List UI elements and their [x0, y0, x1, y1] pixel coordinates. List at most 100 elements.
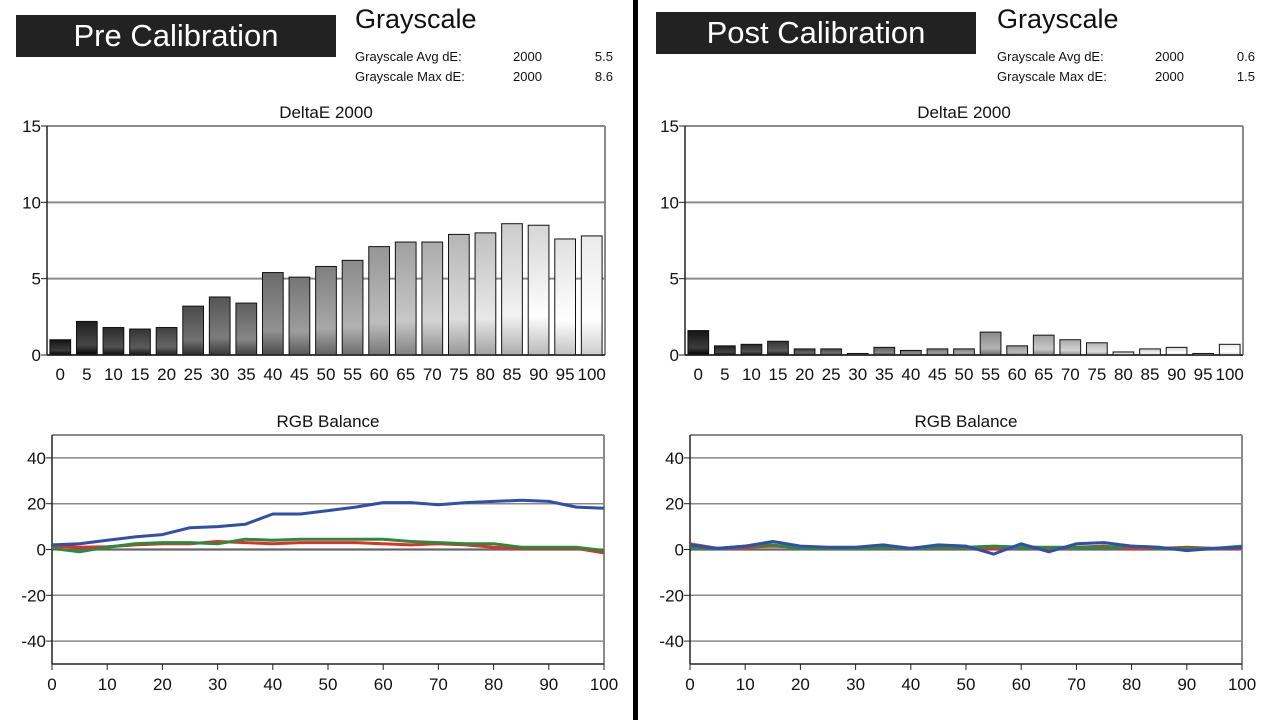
x-tick-label: 5: [82, 365, 91, 384]
bar: [368, 246, 391, 356]
bar: [1165, 346, 1188, 356]
pre-rgb-balance-chart: RGB Balance -40 -20 0 20 40 0 10 20 30 40 50 60 70 80 9…: [21, 412, 618, 694]
y-tick-label: 10: [22, 193, 41, 212]
x-tick-label: 30: [210, 365, 229, 384]
x-tick-label: 0: [56, 365, 65, 384]
panel-divider: [633, 0, 638, 720]
chart-title: DeltaE 2000: [279, 103, 373, 122]
bar: [421, 241, 444, 356]
bar: [767, 340, 789, 356]
x-tick-label: 55: [981, 365, 1000, 384]
pre-stat-row-max: Grayscale Max dE: 2000 8.6: [355, 67, 613, 87]
x-tick-label: 70: [1067, 675, 1086, 694]
y-tick-label: 0: [675, 541, 684, 560]
bar: [75, 320, 98, 356]
y-tick-label: 0: [37, 541, 46, 560]
x-tick-label: 100: [1228, 675, 1256, 694]
y-tick-label: 10: [660, 193, 679, 212]
x-tick-label: 35: [875, 365, 894, 384]
x-tick-label: 95: [1194, 365, 1213, 384]
bar: [447, 233, 470, 356]
x-tick-label: 30: [208, 675, 227, 694]
x-tick-label: 80: [476, 365, 495, 384]
bar: [341, 259, 364, 356]
stat-standard: 2000: [513, 69, 542, 84]
x-tick-label: 100: [1216, 365, 1244, 384]
x-tick-label: 60: [374, 675, 393, 694]
x-tick-label: 35: [237, 365, 256, 384]
x-tick-label: 15: [769, 365, 788, 384]
y-tick-label: 15: [660, 117, 679, 136]
y-tick-label: -40: [21, 632, 46, 651]
bar: [979, 331, 1002, 356]
x-tick-label: 20: [795, 365, 814, 384]
x-tick-label: 80: [1122, 675, 1141, 694]
x-tick-label: 100: [590, 675, 618, 694]
bar: [102, 327, 125, 356]
x-tick-label: 90: [1167, 365, 1186, 384]
bar: [129, 328, 151, 356]
chart-title: DeltaE 2000: [917, 103, 1011, 122]
x-tick-label: 90: [1177, 675, 1196, 694]
stat-label: Grayscale Avg dE:: [355, 49, 462, 64]
x-tick-label: 25: [184, 365, 203, 384]
x-tick-label: 85: [1141, 365, 1160, 384]
x-tick-label: 85: [503, 365, 522, 384]
y-tick-label: 5: [670, 270, 679, 289]
y-tick-label: -20: [659, 586, 684, 605]
y-tick-label: -20: [21, 586, 46, 605]
y-tick-label: 0: [670, 346, 679, 365]
pre-calibration-banner: Pre Calibration: [16, 15, 336, 57]
x-tick-label: 55: [343, 365, 362, 384]
bar: [926, 348, 949, 356]
x-tick-label: 60: [1012, 675, 1031, 694]
bar: [1059, 339, 1082, 356]
x-tick-label: 10: [98, 675, 117, 694]
x-tick-label: 75: [449, 365, 468, 384]
stat-value: 8.6: [594, 69, 613, 84]
bar: [740, 343, 763, 356]
x-tick-label: 20: [791, 675, 810, 694]
x-tick-label: 70: [1061, 365, 1080, 384]
stat-label: Grayscale Avg dE:: [997, 49, 1104, 64]
y-tick-label: 40: [27, 449, 46, 468]
bar: [49, 339, 72, 356]
stat-value: 5.5: [594, 49, 613, 64]
bar: [820, 348, 843, 356]
x-tick-label: 40: [901, 675, 920, 694]
bar: [873, 346, 896, 356]
x-tick-label: 100: [578, 365, 606, 384]
series-line-blue: [689, 540, 1243, 556]
y-tick-label: -40: [659, 632, 684, 651]
x-tick-label: 40: [263, 675, 282, 694]
x-tick-label: 80: [484, 675, 503, 694]
stat-standard: 2000: [1155, 69, 1184, 84]
x-tick-label: 15: [131, 365, 150, 384]
x-tick-label: 0: [47, 675, 56, 694]
post-grayscale-stats: Grayscale Avg dE: 2000 0.6 Grayscale Max…: [997, 47, 1255, 87]
x-tick-label: 90: [539, 675, 558, 694]
bar: [394, 241, 417, 356]
x-tick-label: 60: [1008, 365, 1027, 384]
stat-label: Grayscale Max dE:: [997, 69, 1107, 84]
x-tick-label: 20: [153, 675, 172, 694]
chart-title: RGB Balance: [915, 412, 1018, 431]
x-tick-label: 30: [846, 675, 865, 694]
x-tick-label: 40: [901, 365, 920, 384]
x-tick-label: 50: [317, 365, 336, 384]
pre-grayscale-stats: Grayscale Avg dE: 2000 5.5 Grayscale Max…: [355, 47, 613, 87]
y-tick-label: 15: [22, 117, 41, 136]
stat-label: Grayscale Max dE:: [355, 69, 465, 84]
x-tick-label: 70: [423, 365, 442, 384]
y-tick-label: 40: [665, 449, 684, 468]
bar: [687, 330, 710, 356]
post-calibration-panel: Post Calibration Grayscale Grayscale Avg…: [638, 0, 1280, 720]
bar: [1085, 342, 1108, 356]
bar: [1032, 334, 1055, 356]
x-tick-label: 10: [104, 365, 123, 384]
post-stat-row-max: Grayscale Max dE: 2000 1.5: [997, 67, 1255, 87]
x-tick-label: 5: [720, 365, 729, 384]
pre-stat-row-avg: Grayscale Avg dE: 2000 5.5: [355, 47, 613, 67]
x-tick-label: 0: [685, 675, 694, 694]
